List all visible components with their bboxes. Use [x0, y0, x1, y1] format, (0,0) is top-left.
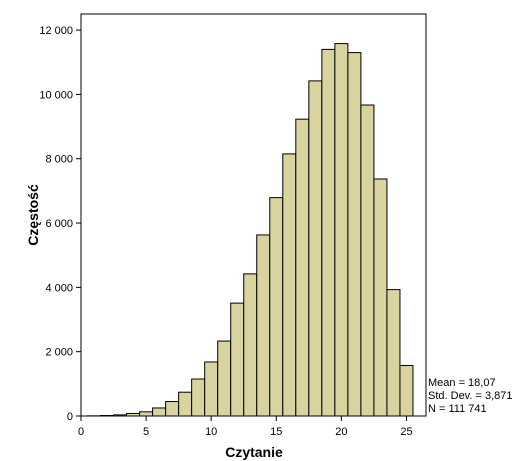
histogram-bar-10 — [204, 361, 219, 417]
histogram-bar-7 — [165, 401, 180, 417]
stat-mean: Mean = 18,07 — [428, 377, 496, 389]
histogram-bar-16 — [282, 153, 297, 417]
histogram-bar-24 — [386, 289, 401, 417]
x-tick-label: 10 — [205, 426, 217, 438]
histogram-bar-18 — [308, 80, 323, 417]
x-axis-ticks: 0 5 10 15 20 25 — [78, 416, 413, 438]
histogram-bar-4 — [126, 412, 141, 417]
histogram-bar-15 — [269, 197, 284, 417]
histogram-bar-12 — [230, 302, 245, 417]
x-tick-label: 20 — [335, 426, 347, 438]
x-tick-label: 15 — [270, 426, 282, 438]
histogram-bar-22 — [360, 104, 375, 417]
histogram-bar-8 — [178, 391, 193, 417]
x-tick-label: 0 — [78, 426, 84, 438]
y-tick-label: 10 000 — [39, 89, 73, 101]
statistics-box: Mean = 18,07 Std. Dev. = 3,871 N = 111 7… — [428, 377, 513, 415]
histogram-bar-14 — [256, 234, 271, 417]
y-tick-label: 4 000 — [45, 282, 73, 294]
histogram-bar-21 — [347, 52, 362, 417]
histogram-bar-5 — [139, 411, 154, 417]
histogram-bar-25 — [399, 365, 414, 417]
x-tick-label: 5 — [143, 426, 149, 438]
stat-n: N = 111 741 — [428, 403, 487, 415]
y-tick-label: 8 000 — [45, 154, 73, 166]
histogram-bar-23 — [373, 178, 388, 417]
histogram-bar-19 — [321, 48, 336, 417]
histogram-bar-20 — [334, 43, 349, 417]
histogram-bar-13 — [243, 273, 258, 417]
y-axis-title: Częstość — [25, 184, 41, 246]
histogram-bar-6 — [152, 407, 167, 417]
histogram-bar-11 — [217, 340, 232, 417]
histogram-bar-17 — [295, 118, 310, 417]
histogram-bar-9 — [191, 378, 206, 417]
x-axis-title: Czytanie — [225, 444, 283, 460]
y-tick-label: 6 000 — [45, 218, 73, 230]
stat-std-dev: Std. Dev. = 3,871 — [428, 390, 513, 402]
bars-group — [87, 43, 414, 417]
x-tick-label: 25 — [400, 426, 412, 438]
y-axis-ticks: 0 2 000 4 000 6 000 8 000 10 000 12 000 — [39, 25, 81, 423]
histogram-bar-3 — [113, 414, 128, 417]
y-tick-label: 0 — [67, 411, 73, 423]
y-tick-label: 12 000 — [39, 25, 73, 37]
y-tick-label: 2 000 — [45, 347, 73, 359]
